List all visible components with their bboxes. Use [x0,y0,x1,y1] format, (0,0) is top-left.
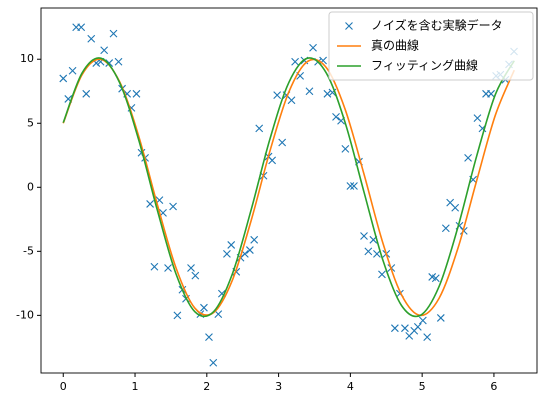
data-point [146,200,154,208]
data-point [132,89,141,98]
data-point [401,324,409,333]
data-point [350,182,358,190]
data-point [431,274,440,283]
data-point [169,202,177,211]
data-point [227,241,236,249]
data-point [217,289,226,298]
x-tick-label: 1 [132,380,139,393]
x-tick-label: 0 [60,380,67,393]
data-point [268,156,277,165]
data-point [77,23,86,32]
data-point [473,114,482,123]
plot-area [59,23,518,367]
data-point [441,224,450,233]
data-point [487,89,495,98]
data-point [332,112,340,121]
data-point [291,57,299,66]
data-point [464,153,472,162]
data-point [278,138,287,147]
data-point [205,333,213,342]
legend-label: 真の曲線 [371,38,419,53]
data-point [223,250,231,258]
data-point [245,246,254,254]
axes-frame [40,7,538,374]
x-tick-label: 6 [490,380,497,393]
data-point [109,29,118,38]
data-point [105,59,114,67]
data-point [68,66,77,75]
data-point [200,303,208,312]
x-tick-label: 3 [275,380,282,393]
data-point [423,333,432,342]
series-line [62,58,515,317]
data-point [346,182,355,190]
y-tick-label: 0 [27,180,34,193]
series-line [62,57,515,318]
legend-label: ノイズを含む実験データ [371,18,503,33]
data-point [451,203,460,212]
data-point [323,89,332,98]
data-point [378,270,386,279]
data-point [187,264,195,272]
x-tick-label: 4 [347,380,354,393]
data-point [150,262,159,271]
legend-box [328,11,534,81]
data-point [82,89,91,98]
y-tick-label: 10 [20,52,34,65]
data-point [287,96,296,105]
data-point [250,235,259,244]
y-tick-label: 5 [27,116,34,129]
data-point [164,264,172,272]
data-point [360,232,368,240]
data-point [214,310,223,318]
data-point [255,124,264,133]
x-tick-label: 5 [419,380,426,393]
x-tick-label: 2 [203,380,210,393]
data-point [114,57,123,66]
data-point [173,311,182,320]
data-point [413,323,422,331]
data-point [341,144,350,153]
data-point [100,46,109,55]
legend-marker [345,22,353,30]
data-point [390,324,399,333]
legend-label: フィッティング曲線 [371,58,478,73]
data-point [305,87,314,96]
y-tick-label: -5 [23,244,34,257]
data-point [209,358,218,367]
data-point [373,250,381,258]
data-point [59,74,68,83]
data-point [436,314,445,322]
data-point [273,91,282,99]
y-tick-label: -10 [16,308,34,321]
data-point [309,43,317,52]
data-point [418,316,427,325]
data-point [87,34,96,43]
data-point [364,247,373,256]
data-point [191,271,200,280]
